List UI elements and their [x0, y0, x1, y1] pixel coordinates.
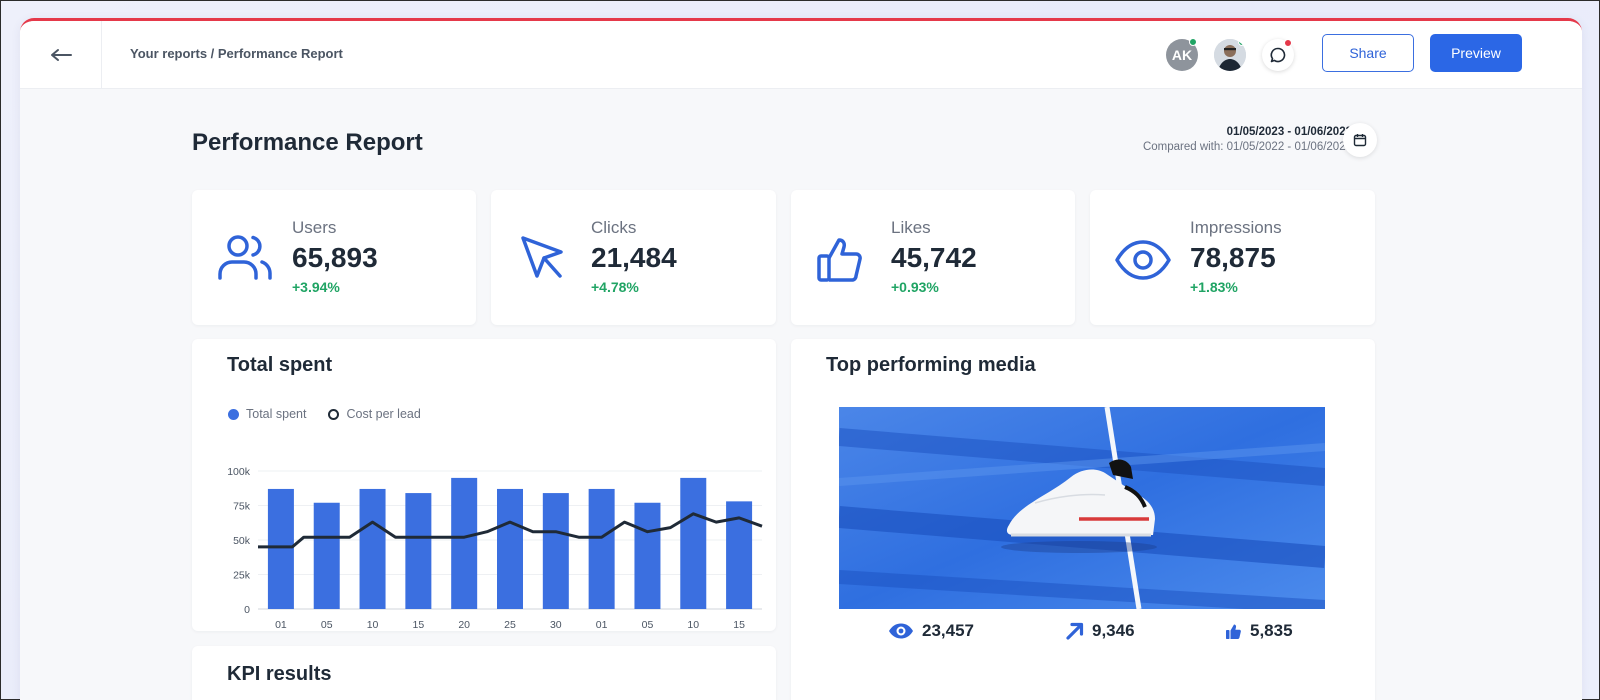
legend-swatch: [228, 408, 239, 420]
online-indicator: [1238, 39, 1246, 46]
user-photo-avatar[interactable]: [1214, 39, 1246, 71]
views-stat: 23,457: [888, 621, 974, 641]
kpi-label: Users: [292, 218, 337, 237]
page-title: Performance Report: [192, 129, 423, 156]
kpi-delta: +3.94%: [292, 279, 340, 295]
kpi-delta: +4.78%: [591, 279, 639, 295]
card-title: Total spent: [227, 354, 333, 376]
chart-legend: Total spent Cost per lead: [228, 407, 421, 421]
users-icon: [218, 235, 272, 280]
kpi-card-users: Users 65,893 +3.94%: [192, 190, 476, 325]
app-window: Your reports / Performance Report AK Sha…: [20, 18, 1582, 700]
x-tick-label: 15: [733, 619, 745, 631]
card-title: Top performing media: [826, 354, 1036, 376]
media-stats: 23,457 9,346 5,835: [791, 621, 1375, 649]
kpi-value: 78,875: [1190, 242, 1276, 273]
x-tick-label: 05: [642, 619, 654, 631]
x-tick-label: 15: [413, 619, 425, 631]
kpi-results-card: KPI results: [192, 646, 776, 700]
card-title: KPI results: [227, 663, 332, 685]
y-tick-label: 100k: [227, 466, 251, 478]
bar: [313, 502, 340, 609]
x-tick-label: 20: [458, 619, 470, 631]
bar: [588, 488, 615, 609]
eye-icon: [1115, 240, 1171, 280]
likes-stat: 5,835: [1225, 621, 1293, 641]
y-tick-label: 0: [244, 604, 250, 616]
kpi-label: Likes: [891, 218, 931, 237]
bar: [497, 488, 523, 609]
kpi-label: Clicks: [591, 218, 637, 237]
kpi-delta: +0.93%: [891, 279, 939, 295]
kpi-value: 21,484: [591, 242, 677, 273]
kpi-label: Impressions: [1190, 218, 1282, 237]
breadcrumb[interactable]: Your reports / Performance Report: [130, 46, 343, 61]
total-spent-card: Total spent Total spent Cost per lead 10…: [192, 339, 776, 631]
legend-label: Total spent: [246, 407, 307, 421]
y-tick-label: 25k: [233, 570, 251, 582]
avatar-initials: AK: [1171, 47, 1193, 63]
media-image[interactable]: [839, 407, 1325, 609]
bar: [680, 477, 707, 609]
kpi-delta: +1.83%: [1190, 279, 1238, 295]
shares-value: 9,346: [1092, 621, 1135, 640]
x-tick-label: 30: [550, 619, 562, 631]
cursor-icon: [521, 236, 563, 278]
x-tick-label: 10: [367, 619, 379, 631]
date-range-value: 01/05/2023 - 01/06/2023: [1226, 126, 1352, 138]
bar: [542, 493, 569, 609]
thumbs-up-icon: [1226, 624, 1241, 639]
preview-button[interactable]: Preview: [1430, 34, 1522, 72]
cost-per-lead-line: [258, 512, 763, 549]
arrow-up-right-icon: [1066, 622, 1084, 640]
x-tick-label: 01: [596, 619, 608, 631]
x-tick-label: 25: [504, 619, 516, 631]
calendar-icon: [1353, 134, 1367, 147]
kpi-value: 45,742: [891, 242, 977, 273]
kpi-card-clicks: Clicks 21,484 +4.78%: [491, 190, 776, 325]
avatar[interactable]: AK: [1166, 38, 1198, 71]
legend-swatch: [328, 408, 340, 420]
x-tick-label: 05: [321, 619, 333, 631]
notification-indicator: [1284, 39, 1292, 47]
user-photo-icon: [1214, 39, 1246, 71]
total-spent-chart: 100k 75k 50k 25k 0 01 05 10 15 20 25 30 01 05 10 15: [227, 466, 763, 631]
y-tick-label: 50k: [233, 535, 251, 547]
calendar-button[interactable]: [1343, 123, 1377, 157]
kpi-card-likes: Likes 45,742 +0.93%: [791, 190, 1075, 325]
eye-icon: [889, 623, 913, 639]
legend-label: Cost per lead: [346, 407, 421, 421]
compared-range: Compared with: 01/05/2022 - 01/06/2022: [1142, 141, 1352, 153]
legend-item-total-spent[interactable]: Total spent: [228, 407, 306, 421]
thumbs-up-icon: [817, 238, 862, 282]
date-range[interactable]: 01/05/2023 - 01/06/2023 Compared with: 0…: [1143, 125, 1352, 155]
views-value: 23,457: [922, 621, 974, 640]
online-indicator: [1189, 38, 1197, 46]
bar: [359, 488, 386, 609]
comments-button[interactable]: [1262, 39, 1294, 71]
top-bar: Your reports / Performance Report AK Sha…: [20, 21, 1582, 89]
back-button[interactable]: [20, 21, 102, 89]
y-tick-label: 75k: [233, 501, 251, 513]
chat-bubble-icon: [1270, 47, 1286, 63]
x-tick-label: 01: [275, 619, 287, 631]
bar: [451, 477, 478, 609]
bar: [405, 493, 432, 609]
likes-value: 5,835: [1250, 621, 1293, 640]
top-media-card: Top performing media: [791, 339, 1375, 700]
arrow-left-icon: [50, 49, 72, 61]
bar: [634, 502, 661, 609]
x-tick-label: 10: [687, 619, 699, 631]
kpi-card-impressions: Impressions 78,875 +1.83%: [1090, 190, 1375, 325]
kpi-value: 65,893: [292, 242, 378, 273]
legend-item-cost-per-lead[interactable]: Cost per lead: [328, 407, 421, 421]
shares-stat: 9,346: [1066, 621, 1135, 641]
bar: [267, 488, 294, 609]
share-button[interactable]: Share: [1322, 34, 1414, 72]
